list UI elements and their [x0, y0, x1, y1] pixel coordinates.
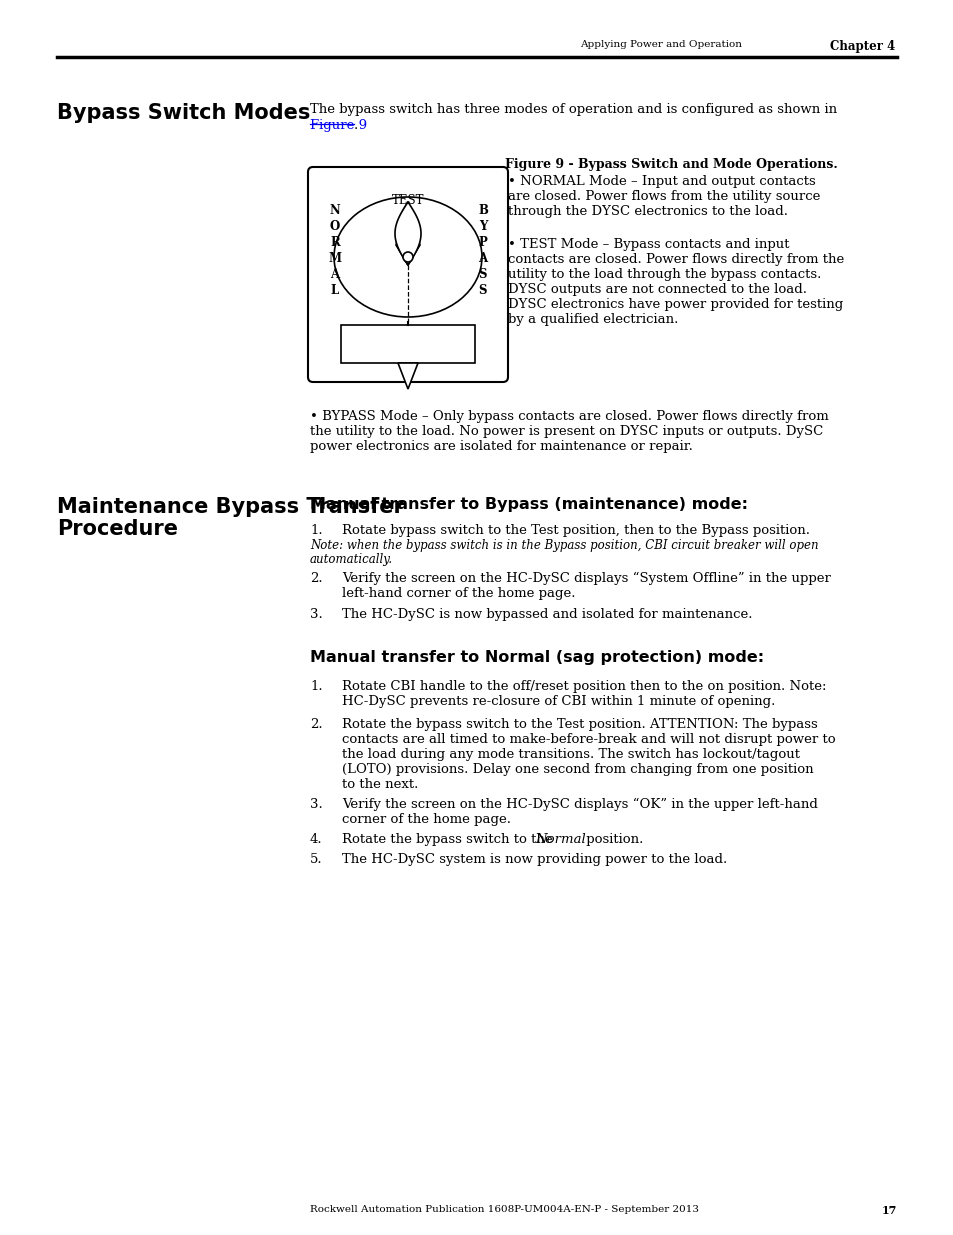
Text: Chapter 4: Chapter 4 [829, 40, 894, 53]
Text: left-hand corner of the home page.: left-hand corner of the home page. [341, 587, 575, 600]
Text: L: L [331, 284, 338, 296]
Text: 1.: 1. [310, 524, 322, 537]
Text: • NORMAL Mode – Input and output contacts: • NORMAL Mode – Input and output contact… [507, 175, 815, 188]
Text: Y: Y [478, 220, 487, 233]
Text: Procedure: Procedure [57, 519, 178, 538]
Text: Rotate bypass switch to the Test position, then to the Bypass position.: Rotate bypass switch to the Test positio… [341, 524, 809, 537]
Ellipse shape [334, 198, 481, 317]
Text: • TEST Mode – Bypass contacts and input: • TEST Mode – Bypass contacts and input [507, 238, 789, 251]
Text: the load during any mode transitions. The switch has lockout/tagout: the load during any mode transitions. Th… [341, 748, 800, 761]
Text: 1.: 1. [310, 680, 322, 693]
Polygon shape [395, 203, 420, 266]
Text: Figure 9: Figure 9 [310, 119, 367, 132]
Text: 3.: 3. [310, 798, 322, 811]
Text: Rotate CBI handle to the off/reset position then to the on position. Note:: Rotate CBI handle to the off/reset posit… [341, 680, 825, 693]
Text: 2.: 2. [310, 572, 322, 585]
Text: The HC-DySC is now bypassed and isolated for maintenance.: The HC-DySC is now bypassed and isolated… [341, 608, 752, 621]
Text: Applying Power and Operation: Applying Power and Operation [579, 40, 741, 49]
Text: 4.: 4. [310, 832, 322, 846]
Text: by a qualified electrician.: by a qualified electrician. [507, 312, 678, 326]
Text: The HC-DySC system is now providing power to the load.: The HC-DySC system is now providing powe… [341, 853, 726, 866]
Text: M: M [328, 252, 341, 266]
Text: contacts are all timed to make-before-break and will not disrupt power to: contacts are all timed to make-before-br… [341, 734, 835, 746]
Text: position.: position. [581, 832, 642, 846]
Text: Maintenance Bypass Transfer: Maintenance Bypass Transfer [57, 496, 403, 517]
Text: S: S [478, 268, 487, 282]
Text: N: N [330, 204, 340, 217]
Text: Figure 9 - Bypass Switch and Mode Operations.: Figure 9 - Bypass Switch and Mode Operat… [504, 158, 837, 170]
Bar [340, 325, 475, 363]
Text: Bypass Switch Modes: Bypass Switch Modes [57, 103, 310, 124]
Text: 2.: 2. [310, 718, 322, 731]
Text: Manual transfer to Bypass (maintenance) mode:: Manual transfer to Bypass (maintenance) … [310, 496, 747, 513]
Text: are closed. Power flows from the utility source: are closed. Power flows from the utility… [507, 190, 820, 203]
Text: to the next.: to the next. [341, 778, 418, 790]
Text: R: R [330, 236, 339, 249]
Text: DYSC outputs are not connected to the load.: DYSC outputs are not connected to the lo… [507, 283, 806, 296]
Text: Normal: Normal [535, 832, 585, 846]
Text: corner of the home page.: corner of the home page. [341, 813, 511, 826]
Text: Verify the screen on the HC-DySC displays “OK” in the upper left-hand: Verify the screen on the HC-DySC display… [341, 798, 817, 811]
Text: utility to the load through the bypass contacts.: utility to the load through the bypass c… [507, 268, 821, 282]
Text: B: B [477, 204, 487, 217]
Text: automatically.: automatically. [310, 553, 393, 566]
Text: 5.: 5. [310, 853, 322, 866]
Text: O: O [330, 220, 340, 233]
Text: A: A [478, 252, 487, 266]
Polygon shape [397, 363, 417, 389]
Text: • BYPASS Mode – Only bypass contacts are closed. Power flows directly from: • BYPASS Mode – Only bypass contacts are… [310, 410, 828, 424]
Text: contacts are closed. Power flows directly from the: contacts are closed. Power flows directl… [507, 253, 843, 266]
Text: through the DYSC electronics to the load.: through the DYSC electronics to the load… [507, 205, 787, 219]
Text: Rockwell Automation Publication 1608P-UM004A-EN-P - September 2013: Rockwell Automation Publication 1608P-UM… [310, 1205, 699, 1214]
Text: Note: when the bypass switch is in the Bypass position, CBI circuit breaker will: Note: when the bypass switch is in the B… [310, 538, 818, 552]
Text: DYSC electronics have power provided for testing: DYSC electronics have power provided for… [507, 298, 842, 311]
Text: The bypass switch has three modes of operation and is configured as shown in: The bypass switch has three modes of ope… [310, 103, 836, 116]
Text: TEST: TEST [392, 194, 424, 207]
Text: 17: 17 [881, 1205, 896, 1216]
Text: .: . [354, 119, 358, 132]
Text: (LOTO) provisions. Delay one second from changing from one position: (LOTO) provisions. Delay one second from… [341, 763, 813, 776]
Text: the utility to the load. No power is present on DYSC inputs or outputs. DySC: the utility to the load. No power is pre… [310, 425, 822, 438]
Text: Manual transfer to Normal (sag protection) mode:: Manual transfer to Normal (sag protectio… [310, 650, 763, 664]
Text: Rotate the bypass switch to the: Rotate the bypass switch to the [341, 832, 557, 846]
Text: A: A [330, 268, 339, 282]
Text: Verify the screen on the HC-DySC displays “System Offline” in the upper: Verify the screen on the HC-DySC display… [341, 572, 830, 585]
Polygon shape [395, 203, 419, 266]
Text: S: S [478, 284, 487, 296]
Text: 3.: 3. [310, 608, 322, 621]
Text: power electronics are isolated for maintenance or repair.: power electronics are isolated for maint… [310, 440, 692, 453]
FancyBboxPatch shape [308, 167, 507, 382]
Circle shape [402, 252, 413, 262]
Text: HC-DySC prevents re-closure of CBI within 1 minute of opening.: HC-DySC prevents re-closure of CBI withi… [341, 695, 775, 708]
Text: Rotate the bypass switch to the Test position. ATTENTION: The bypass: Rotate the bypass switch to the Test pos… [341, 718, 817, 731]
Text: P: P [478, 236, 487, 249]
